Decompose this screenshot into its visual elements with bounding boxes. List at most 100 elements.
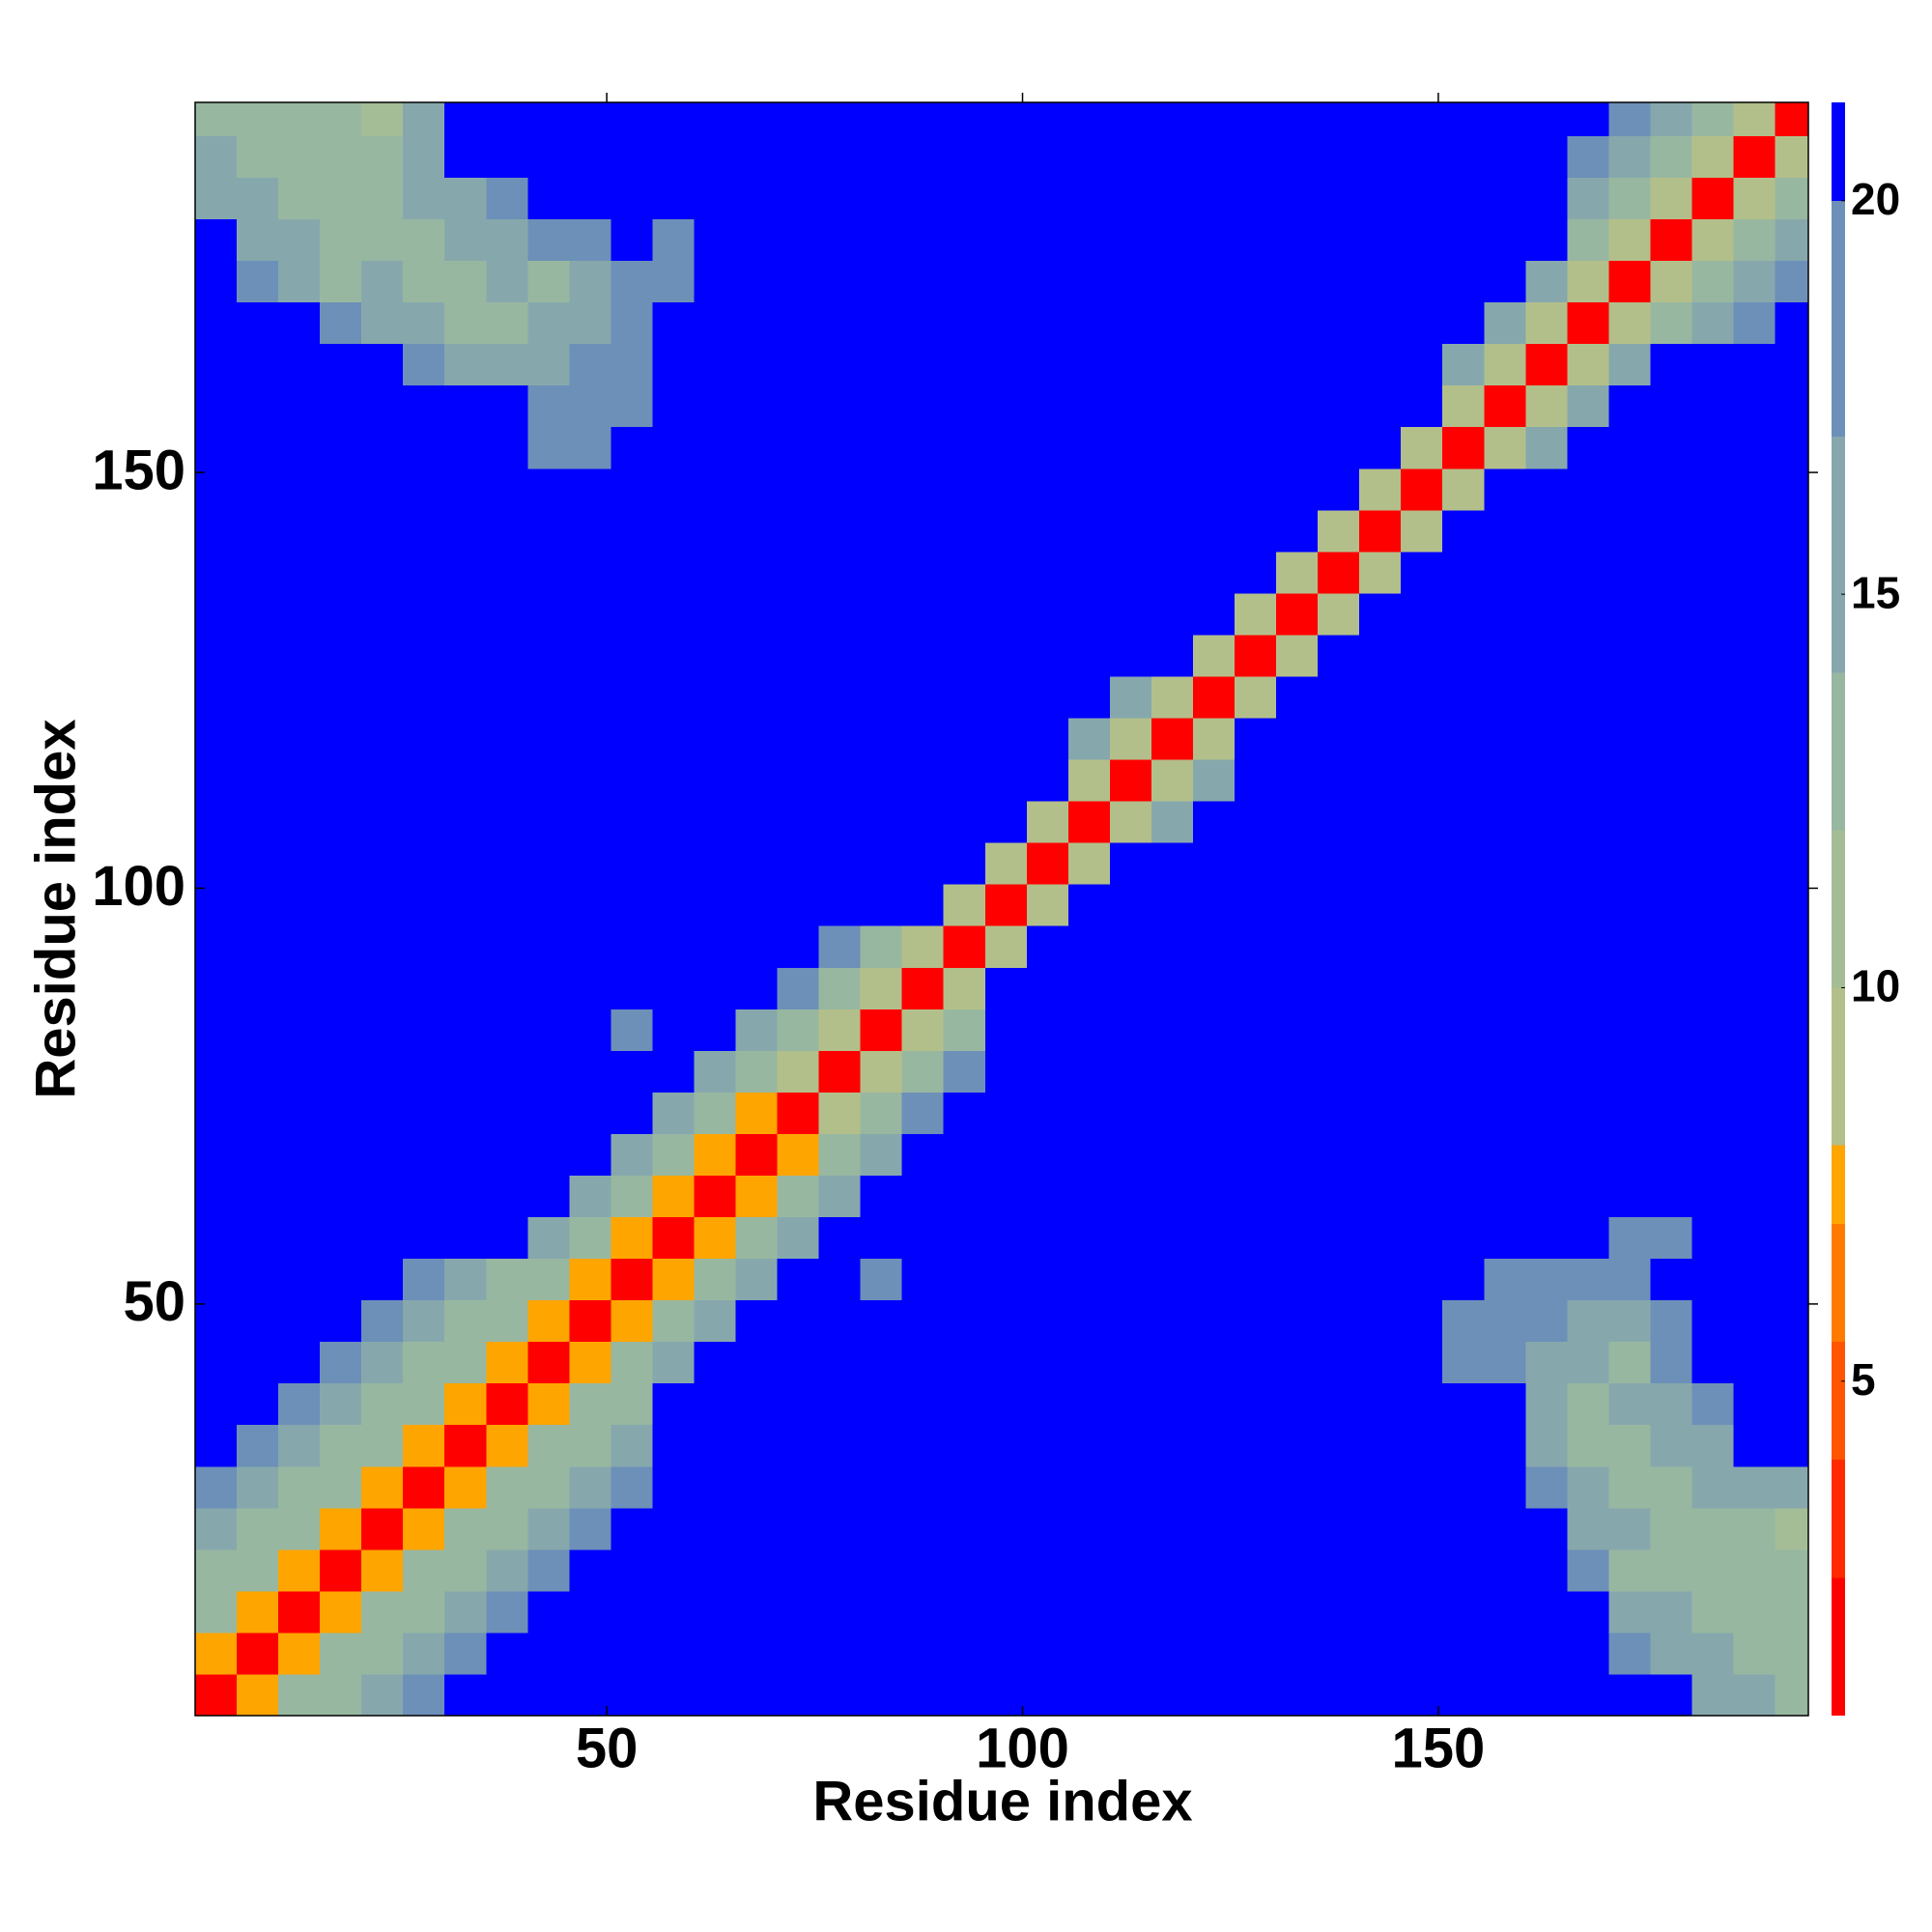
- heatmap-cell: [1650, 1050, 1692, 1093]
- heatmap-cell: [652, 1548, 695, 1592]
- heatmap-cell: [1276, 675, 1319, 719]
- heatmap-cell: [403, 1341, 445, 1384]
- heatmap-cell: [1067, 801, 1111, 843]
- heatmap-cell: [1733, 884, 1776, 926]
- heatmap-cell: [1733, 1507, 1776, 1550]
- heatmap-cell: [818, 1465, 862, 1509]
- heatmap-cell: [237, 718, 279, 760]
- heatmap-cell: [1401, 1590, 1443, 1634]
- heatmap-cell: [569, 301, 611, 345]
- heatmap-cell: [818, 1632, 862, 1675]
- heatmap-cell: [1276, 1133, 1319, 1176]
- heatmap-cell: [1691, 551, 1735, 594]
- heatmap-cell: [569, 1133, 611, 1176]
- heatmap-cell: [777, 102, 820, 136]
- heatmap-cell: [611, 884, 653, 926]
- heatmap-cell: [901, 1424, 945, 1467]
- heatmap-cell: [1525, 509, 1568, 553]
- heatmap-cell: [403, 1465, 445, 1509]
- heatmap-cell: [943, 1632, 986, 1675]
- heatmap-cell: [361, 675, 404, 719]
- heatmap-cell: [1650, 177, 1692, 220]
- heatmap-cell: [403, 1009, 445, 1051]
- heatmap-cell: [444, 842, 487, 885]
- heatmap-cell: [1318, 1465, 1360, 1509]
- heatmap-cell: [943, 1507, 986, 1550]
- heatmap-cell: [527, 177, 570, 220]
- heatmap-cell: [1026, 718, 1069, 760]
- heatmap-cell: [1775, 260, 1809, 303]
- heatmap-cell: [486, 1175, 528, 1218]
- heatmap-cell: [1276, 468, 1319, 511]
- heatmap-cell: [195, 759, 238, 802]
- heatmap-cell: [1109, 884, 1152, 926]
- heatmap-cell: [1650, 759, 1692, 802]
- heatmap-cell: [777, 1590, 820, 1634]
- heatmap-cell: [361, 426, 404, 469]
- heatmap-cell: [444, 1092, 487, 1134]
- heatmap-cell: [1067, 218, 1111, 262]
- heatmap-cell: [611, 1548, 653, 1592]
- heatmap-cell: [1733, 801, 1776, 843]
- heatmap-cell: [735, 509, 779, 553]
- heatmap-cell: [1484, 1258, 1526, 1301]
- heatmap-cell: [569, 759, 611, 802]
- heatmap-cell: [1318, 1341, 1360, 1384]
- heatmap-cell: [1235, 634, 1277, 677]
- heatmap-cell: [195, 1673, 238, 1717]
- heatmap-cell: [1733, 1009, 1776, 1051]
- heatmap-cell: [486, 801, 528, 843]
- heatmap-cell: [901, 1632, 945, 1675]
- heatmap-cell: [735, 1590, 779, 1634]
- heatmap-cell: [1442, 884, 1485, 926]
- heatmap-cell: [652, 135, 695, 178]
- heatmap-cell: [527, 1092, 570, 1134]
- heatmap-cell: [611, 1299, 653, 1343]
- heatmap-cell: [777, 925, 820, 968]
- heatmap-cell: [1151, 1341, 1194, 1384]
- heatmap-cell: [1235, 1009, 1277, 1051]
- heatmap-cell: [1318, 384, 1360, 428]
- heatmap-cell: [1442, 1258, 1485, 1301]
- heatmap-cell: [943, 135, 986, 178]
- heatmap-cell: [361, 218, 404, 262]
- heatmap-cell: [1484, 551, 1526, 594]
- heatmap-cell: [1608, 1092, 1651, 1134]
- heatmap-cell: [652, 1299, 695, 1343]
- heatmap-cell: [1442, 1590, 1485, 1634]
- heatmap-cell: [611, 301, 653, 345]
- heatmap-cell: [1401, 177, 1443, 220]
- heatmap-cell: [694, 102, 737, 136]
- heatmap-cell: [943, 1216, 986, 1260]
- heatmap-cell: [1276, 592, 1319, 636]
- heatmap-cell: [1484, 884, 1526, 926]
- heatmap-cell: [1359, 135, 1402, 178]
- heatmap-cell: [527, 1507, 570, 1550]
- heatmap-cell: [901, 1175, 945, 1218]
- heatmap-cell: [735, 1092, 779, 1134]
- heatmap-cell: [195, 718, 238, 760]
- heatmap-cell: [1276, 218, 1319, 262]
- heatmap-cell: [444, 925, 487, 968]
- heatmap-cell: [1151, 1382, 1194, 1426]
- heatmap-cell: [1318, 468, 1360, 511]
- heatmap-cell: [195, 135, 238, 178]
- heatmap-cell: [611, 1507, 653, 1550]
- heatmap-cell: [1151, 1507, 1194, 1550]
- heatmap-cell: [1484, 925, 1526, 968]
- heatmap-cell: [1359, 1673, 1402, 1717]
- heatmap-cell: [569, 1507, 611, 1550]
- heatmap-cell: [1525, 1465, 1568, 1509]
- heatmap-cell: [403, 426, 445, 469]
- heatmap-cell: [320, 260, 362, 303]
- heatmap-cell: [1608, 384, 1651, 428]
- heatmap-cell: [569, 1092, 611, 1134]
- colorbar-tick-label: 15: [1851, 567, 1900, 617]
- heatmap-cell: [1608, 260, 1651, 303]
- heatmap-cell: [569, 1175, 611, 1218]
- heatmap-cell: [1650, 1216, 1692, 1260]
- heatmap-cell: [1650, 801, 1692, 843]
- heatmap-cell: [901, 925, 945, 968]
- heatmap-cell: [1067, 1590, 1111, 1634]
- heatmap-cell: [1235, 384, 1277, 428]
